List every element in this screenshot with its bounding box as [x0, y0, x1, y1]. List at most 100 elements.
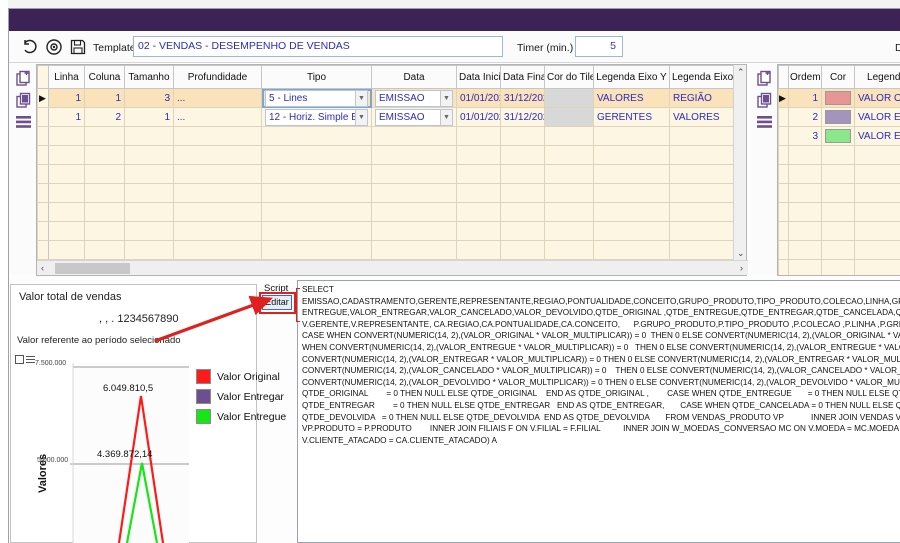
legend-cell-ordem[interactable]: 3 [788, 126, 822, 146]
checkbox-icon[interactable] [15, 351, 24, 369]
legend-cell-legenda[interactable]: VALOR ENTREGAR [854, 107, 900, 127]
c[interactable] [788, 221, 822, 241]
c[interactable] [84, 202, 125, 222]
c[interactable] [544, 221, 594, 241]
c[interactable] [48, 202, 85, 222]
cell-profundidade[interactable]: ... [173, 88, 262, 108]
c[interactable] [371, 202, 457, 222]
cell-legenda-y[interactable]: VALORES [593, 88, 670, 108]
scroll-down-icon[interactable]: ⌄ [737, 248, 745, 258]
c[interactable] [371, 221, 457, 241]
col-header-legenda-eixo-y[interactable]: Legenda Eixo Y [593, 65, 670, 89]
c[interactable] [821, 183, 855, 203]
c[interactable] [500, 202, 545, 222]
col-header-coluna[interactable]: Coluna [84, 65, 125, 89]
cell-data-final[interactable]: 31/12/2022 [500, 88, 545, 108]
c[interactable] [821, 164, 855, 184]
cell-data-final[interactable]: 31/12/2022 [500, 107, 545, 127]
c[interactable] [173, 126, 262, 146]
copy-legend-icon[interactable] [754, 90, 774, 110]
c[interactable] [593, 145, 670, 165]
col-header-data-inicial[interactable]: Data Inicial [456, 65, 501, 89]
c[interactable] [854, 183, 900, 203]
c[interactable] [854, 145, 900, 165]
c[interactable] [500, 145, 545, 165]
table-row-empty[interactable] [37, 164, 734, 184]
chart-definition-grid[interactable]: Linha Coluna Tamanho Profundidade Tipo D… [36, 64, 748, 276]
legend-grid-panel[interactable]: Ordem Cor Legenda ▶ 1 VALOR ORIGINAL 2 V… [777, 64, 900, 276]
c[interactable] [261, 126, 372, 146]
col-header-tipo[interactable]: Tipo [261, 65, 372, 89]
c[interactable] [84, 145, 125, 165]
preview-eye-icon[interactable] [43, 36, 65, 58]
add-legend-icon[interactable] [754, 68, 774, 88]
c[interactable] [371, 126, 457, 146]
c[interactable] [669, 221, 734, 241]
c[interactable] [173, 145, 262, 165]
legend-cell-cor[interactable] [821, 107, 855, 127]
c[interactable] [456, 126, 501, 146]
c[interactable] [821, 240, 855, 260]
c[interactable] [84, 164, 125, 184]
legend-row[interactable]: 2 VALOR ENTREGAR [778, 107, 900, 127]
c[interactable] [593, 221, 670, 241]
table-row-empty[interactable] [37, 126, 734, 146]
c[interactable] [456, 202, 501, 222]
c[interactable] [84, 240, 125, 260]
c[interactable] [456, 221, 501, 241]
cell-coluna[interactable]: 1 [84, 88, 125, 108]
tipo-dropdown[interactable]: 5 - Lines ▼ [265, 89, 368, 107]
c[interactable] [821, 221, 855, 241]
col-header-cor-tile[interactable]: Cor do Tile [544, 65, 594, 89]
c[interactable] [456, 164, 501, 184]
legend-row-empty[interactable] [778, 183, 900, 203]
c[interactable] [669, 145, 734, 165]
c[interactable] [544, 145, 594, 165]
legend-row-empty[interactable] [778, 164, 900, 184]
legend-row-empty[interactable] [778, 240, 900, 260]
c[interactable] [854, 221, 900, 241]
c[interactable] [500, 240, 545, 260]
legend-row[interactable]: ▶ 1 VALOR ORIGINAL [778, 88, 900, 108]
c[interactable] [788, 145, 822, 165]
color-swatch[interactable] [825, 110, 851, 124]
legend-row-empty[interactable] [778, 259, 900, 275]
c[interactable] [124, 240, 174, 260]
table-row-empty[interactable] [37, 145, 734, 165]
legend-col-cor[interactable]: Cor [821, 65, 855, 89]
c[interactable] [261, 221, 372, 241]
cell-data[interactable]: EMISSAO ▼ [371, 107, 457, 127]
table-row-empty[interactable] [37, 221, 734, 241]
c[interactable] [500, 221, 545, 241]
cell-profundidade[interactable]: ... [173, 107, 262, 127]
c[interactable] [261, 164, 372, 184]
cell-cor-tile[interactable] [544, 88, 594, 108]
col-header-linha[interactable]: Linha [48, 65, 85, 89]
cell-cor-tile[interactable] [544, 107, 594, 127]
list-menu-icon[interactable] [754, 112, 774, 132]
cell-data[interactable]: EMISSAO ▼ [371, 88, 457, 108]
legend-col-legenda[interactable]: Legenda [854, 65, 900, 89]
c[interactable] [669, 164, 734, 184]
c[interactable] [593, 126, 670, 146]
scroll-up-icon[interactable]: ⌃ [737, 67, 745, 77]
chevron-down-icon[interactable]: ▼ [440, 90, 452, 106]
legend-row-empty[interactable] [778, 202, 900, 222]
c[interactable] [456, 145, 501, 165]
c[interactable] [48, 183, 85, 203]
c[interactable] [124, 164, 174, 184]
data-dropdown[interactable]: EMISSAO ▼ [375, 89, 453, 107]
c[interactable] [544, 202, 594, 222]
chevron-down-icon[interactable]: ▼ [440, 109, 452, 125]
tipo-dropdown[interactable]: 12 - Horiz. Simple Bars ▼ [265, 108, 368, 126]
c[interactable] [854, 240, 900, 260]
c[interactable] [371, 183, 457, 203]
cell-tamanho[interactable]: 1 [124, 107, 174, 127]
c[interactable] [669, 240, 734, 260]
c[interactable] [124, 221, 174, 241]
c[interactable] [124, 202, 174, 222]
c[interactable] [84, 126, 125, 146]
c[interactable] [48, 126, 85, 146]
c[interactable] [124, 183, 174, 203]
cell-data-inicial[interactable]: 01/01/2022 [456, 88, 501, 108]
